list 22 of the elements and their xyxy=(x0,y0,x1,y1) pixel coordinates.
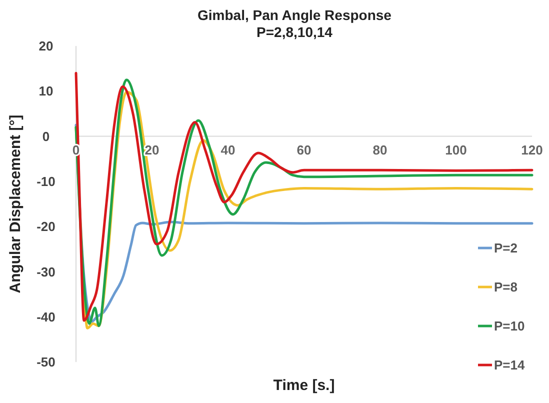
chart-title: Gimbal, Pan Angle Response xyxy=(198,7,392,23)
x-tick-label: 60 xyxy=(296,142,312,158)
y-axis-title: Angular Displacement [°] xyxy=(7,114,24,294)
x-tick-label: 0 xyxy=(72,142,80,158)
y-tick-label: 20 xyxy=(38,38,54,54)
y-tick-label: -10 xyxy=(36,174,56,189)
x-tick-label: 40 xyxy=(220,142,236,158)
y-tick-label: -20 xyxy=(36,219,56,234)
y-tick-label: -30 xyxy=(36,264,56,280)
y-tick-label: 0 xyxy=(42,128,50,144)
x-tick-label: 80 xyxy=(372,142,388,158)
legend-label: P=14 xyxy=(494,358,526,373)
x-tick-label: 120 xyxy=(521,142,543,158)
legend-label: P=10 xyxy=(494,318,525,334)
legend-label: P=8 xyxy=(494,280,518,295)
legend-label: P=2 xyxy=(494,240,518,256)
y-tick-label: 10 xyxy=(38,84,54,99)
x-axis-title: Time [s.] xyxy=(273,377,335,394)
y-tick-label: -50 xyxy=(36,354,56,370)
chart-subtitle: P=2,8,10,14 xyxy=(256,24,333,40)
x-tick-label: 100 xyxy=(445,142,467,158)
y-tick-label: -40 xyxy=(36,309,56,324)
